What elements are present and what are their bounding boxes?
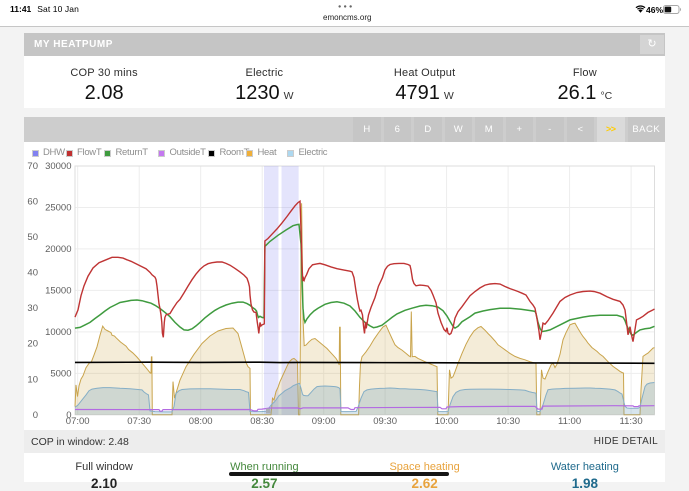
svg-text:20: 20 bbox=[27, 339, 38, 350]
svg-text:07:00: 07:00 bbox=[66, 416, 90, 427]
svg-text:10:00: 10:00 bbox=[435, 416, 459, 427]
svg-text:60: 60 bbox=[27, 197, 38, 208]
svg-text:10:30: 10:30 bbox=[496, 416, 520, 427]
svg-text:10: 10 bbox=[27, 374, 38, 385]
svg-text:09:30: 09:30 bbox=[373, 416, 397, 427]
svg-text:70: 70 bbox=[27, 161, 38, 172]
svg-text:40: 40 bbox=[27, 268, 38, 279]
svg-text:11:30: 11:30 bbox=[620, 416, 643, 427]
svg-text:30: 30 bbox=[27, 303, 38, 314]
svg-text:08:30: 08:30 bbox=[250, 416, 274, 427]
svg-text:10000: 10000 bbox=[45, 327, 71, 338]
svg-text:30000: 30000 bbox=[45, 161, 71, 172]
svg-text:11:00: 11:00 bbox=[558, 416, 581, 427]
svg-text:0: 0 bbox=[33, 410, 38, 421]
svg-text:20000: 20000 bbox=[45, 244, 71, 255]
svg-text:0: 0 bbox=[66, 410, 71, 421]
svg-text:25000: 25000 bbox=[45, 203, 71, 214]
svg-text:07:30: 07:30 bbox=[127, 416, 151, 427]
svg-text:50: 50 bbox=[27, 232, 38, 243]
svg-text:5000: 5000 bbox=[50, 368, 71, 379]
svg-text:15000: 15000 bbox=[45, 285, 71, 296]
svg-text:08:00: 08:00 bbox=[189, 416, 213, 427]
svg-text:09:00: 09:00 bbox=[312, 416, 336, 427]
